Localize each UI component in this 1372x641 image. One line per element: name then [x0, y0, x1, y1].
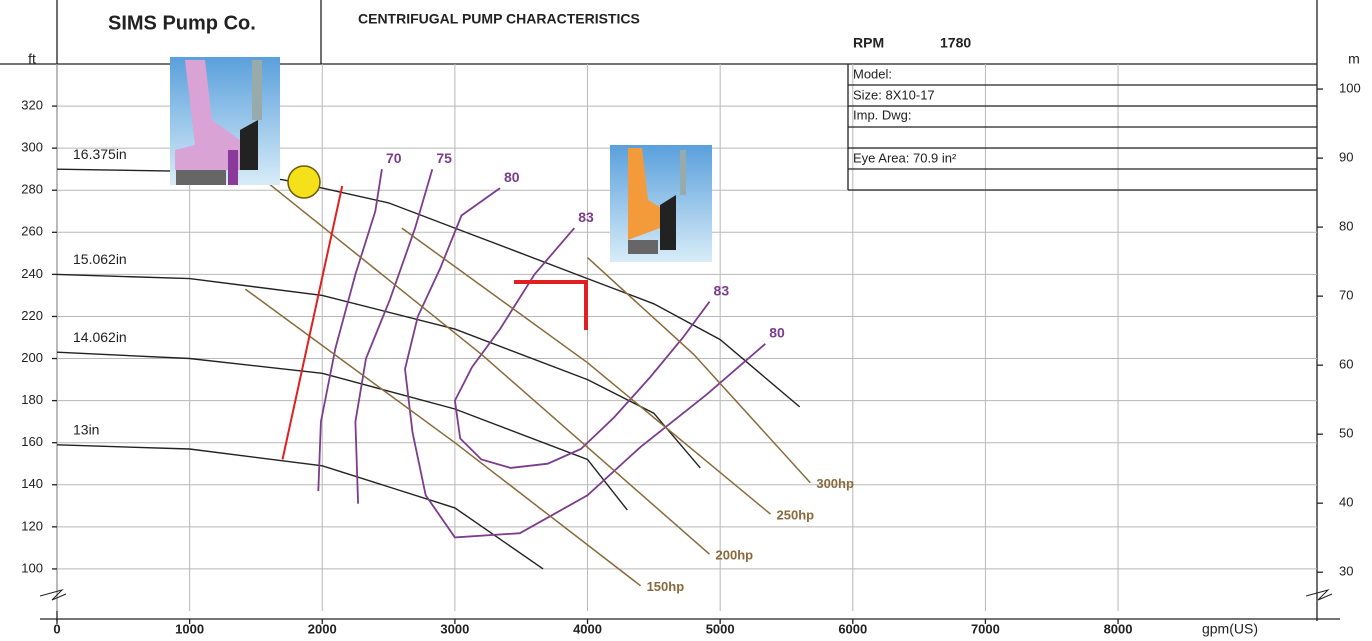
- impeller-curve: [56, 273, 701, 469]
- x-tick-label: 3000: [440, 621, 469, 636]
- efficiency-label: 83: [578, 209, 594, 225]
- y-tick-label: 180: [21, 392, 43, 407]
- x-tick-label: 6000: [838, 621, 867, 636]
- power-label: 300hp: [816, 476, 854, 491]
- y-tick-label: 260: [21, 224, 43, 239]
- npsh-curve: [281, 185, 344, 460]
- efficiency-label: 83: [714, 282, 730, 298]
- info-row: Eye Area: 70.9 in²: [853, 150, 957, 165]
- y-tick-label: 280: [21, 182, 43, 197]
- y-tick-label: 240: [21, 266, 43, 281]
- efficiency-curve: [404, 187, 766, 539]
- info-row: Size: 8X10-17: [853, 87, 935, 102]
- y-tick-label: 160: [21, 434, 43, 449]
- impeller-label: 13in: [73, 421, 99, 437]
- impeller-label: 16.375in: [73, 146, 127, 162]
- impeller-icon: [610, 145, 712, 262]
- rpm-value: 1780: [940, 35, 971, 51]
- x-tick-label: 1000: [175, 621, 204, 636]
- power-curve: [586, 257, 811, 484]
- impeller-curve: [56, 444, 544, 570]
- y2-tick-label: 100: [1339, 80, 1361, 95]
- operating-point-marker: [287, 165, 321, 199]
- axis-break: [39, 589, 67, 601]
- y2-tick-label: 80: [1339, 219, 1353, 234]
- y2-tick-label: 30: [1339, 564, 1353, 579]
- impeller-label: 14.062in: [73, 329, 127, 345]
- rpm-label: RPM: [853, 35, 884, 51]
- impeller-curve: [56, 351, 628, 511]
- impeller-label: 15.062in: [73, 251, 127, 267]
- y-tick-label: 140: [21, 476, 43, 491]
- info-table: Model: Size: 8X10-17 Imp. Dwg: Eye Area:…: [847, 64, 1317, 191]
- efficiency-curve: [453, 227, 711, 469]
- info-row: Model:: [853, 66, 892, 81]
- y2-axis-label: m: [1348, 51, 1360, 67]
- power-label: 150hp: [647, 579, 685, 594]
- y-tick-label: 220: [21, 308, 43, 323]
- efficiency-label: 70: [386, 150, 402, 166]
- impeller-icon: [170, 57, 280, 185]
- y2-tick-label: 40: [1339, 495, 1353, 510]
- y-tick-label: 320: [21, 98, 43, 113]
- y-tick-label: 200: [21, 350, 43, 365]
- efficiency-curve: [354, 168, 434, 504]
- x-tick-label: 4000: [573, 621, 602, 636]
- x-axis-label: gpm(US): [1202, 621, 1258, 637]
- info-row: Imp. Dwg:: [853, 107, 912, 122]
- efficiency-label: 80: [504, 169, 520, 185]
- chart-title: CENTRIFUGAL PUMP CHARACTERISTICS: [358, 11, 640, 27]
- y-axis-label: ft: [28, 51, 36, 67]
- power-curve: [244, 288, 642, 587]
- x-tick-label: 7000: [971, 621, 1000, 636]
- company-name: SIMS Pump Co.: [108, 12, 256, 34]
- y-tick-label: 120: [21, 518, 43, 533]
- power-curve: [268, 183, 710, 555]
- power-label: 250hp: [777, 508, 815, 523]
- y2-tick-label: 50: [1339, 426, 1353, 441]
- y2-tick-label: 70: [1339, 288, 1353, 303]
- y-tick-label: 300: [21, 140, 43, 155]
- y2-tick-label: 60: [1339, 357, 1353, 372]
- x-tick-label: 5000: [706, 621, 735, 636]
- bep-bracket: [514, 280, 588, 330]
- x-tick-label: 8000: [1104, 621, 1133, 636]
- power-curve: [401, 227, 772, 515]
- y-tick-label: 100: [21, 560, 43, 575]
- y2-tick-label: 90: [1339, 150, 1353, 165]
- efficiency-label: 80: [769, 325, 785, 341]
- x-tick-label: 2000: [308, 621, 337, 636]
- x-tick-label: 0: [53, 621, 60, 636]
- efficiency-label: 75: [436, 150, 452, 166]
- power-label: 200hp: [716, 548, 754, 563]
- efficiency-curve: [317, 169, 383, 492]
- axis-break: [1305, 589, 1333, 601]
